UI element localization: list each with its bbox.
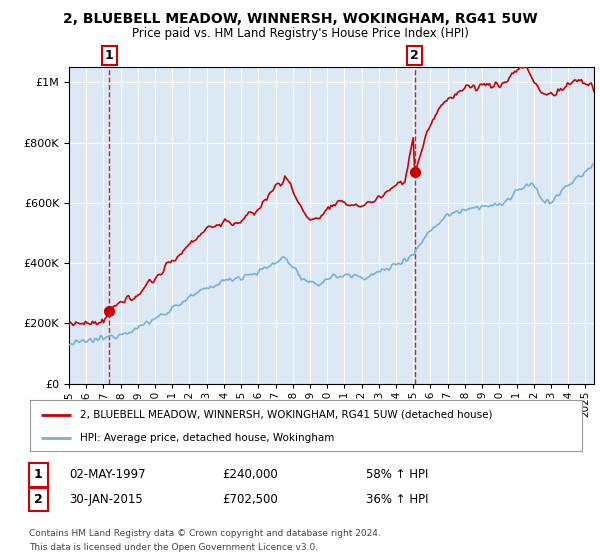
Text: 58% ↑ HPI: 58% ↑ HPI xyxy=(366,468,428,482)
Text: 02-MAY-1997: 02-MAY-1997 xyxy=(69,468,146,482)
Text: £702,500: £702,500 xyxy=(222,493,278,506)
Text: 30-JAN-2015: 30-JAN-2015 xyxy=(69,493,143,506)
Text: 1: 1 xyxy=(34,468,43,482)
Text: 2: 2 xyxy=(410,49,419,62)
Text: Contains HM Land Registry data © Crown copyright and database right 2024.: Contains HM Land Registry data © Crown c… xyxy=(29,529,380,538)
Text: 2, BLUEBELL MEADOW, WINNERSH, WOKINGHAM, RG41 5UW: 2, BLUEBELL MEADOW, WINNERSH, WOKINGHAM,… xyxy=(62,12,538,26)
Text: Price paid vs. HM Land Registry's House Price Index (HPI): Price paid vs. HM Land Registry's House … xyxy=(131,27,469,40)
Text: This data is licensed under the Open Government Licence v3.0.: This data is licensed under the Open Gov… xyxy=(29,543,318,552)
Text: 1: 1 xyxy=(105,49,113,62)
Text: HPI: Average price, detached house, Wokingham: HPI: Average price, detached house, Woki… xyxy=(80,433,334,443)
Text: 2: 2 xyxy=(34,493,43,506)
Text: £240,000: £240,000 xyxy=(222,468,278,482)
Text: 2, BLUEBELL MEADOW, WINNERSH, WOKINGHAM, RG41 5UW (detached house): 2, BLUEBELL MEADOW, WINNERSH, WOKINGHAM,… xyxy=(80,409,492,419)
Text: 36% ↑ HPI: 36% ↑ HPI xyxy=(366,493,428,506)
